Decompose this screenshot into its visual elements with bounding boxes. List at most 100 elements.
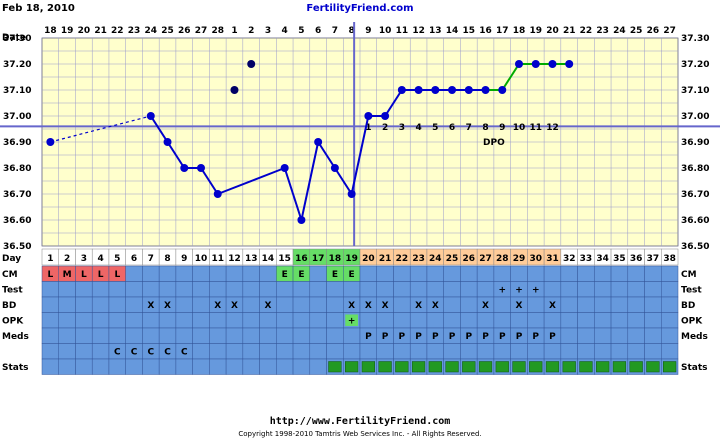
row-cell	[225, 343, 244, 360]
row-cell	[443, 265, 461, 282]
row-cell	[493, 312, 511, 329]
row-cell	[242, 296, 260, 313]
date-label: 15	[463, 26, 476, 36]
row-cell	[276, 327, 294, 344]
row-cell	[326, 312, 344, 329]
footer-url[interactable]: http://www.FertilityFriend.com	[270, 415, 451, 427]
row-cell	[209, 358, 227, 375]
bd-mark: X	[214, 301, 221, 311]
row-cell	[309, 281, 327, 298]
row-cell	[359, 265, 377, 282]
row-cell	[376, 281, 394, 298]
temp-point	[314, 138, 323, 146]
row-cell	[309, 296, 327, 313]
row-cell	[426, 312, 444, 329]
day-number: 2	[64, 254, 70, 264]
dpo-label: 10	[513, 123, 526, 133]
row-cell	[58, 343, 76, 360]
row-cell	[376, 343, 394, 360]
stats-box	[345, 361, 359, 373]
temp-point	[347, 190, 356, 198]
cm-mark: L	[114, 270, 120, 280]
temp-line	[200, 167, 219, 195]
row-cell	[292, 281, 311, 298]
row-cell	[58, 281, 76, 298]
row-cell	[108, 312, 126, 329]
row-cell	[108, 281, 126, 298]
row-cell	[661, 312, 679, 329]
chart-date: Feb 18, 2010	[2, 3, 75, 14]
row-cell	[443, 312, 461, 329]
date-label: 27	[663, 26, 676, 36]
bd-mark: X	[516, 301, 523, 311]
row-cell	[225, 312, 244, 329]
stats-box	[545, 361, 560, 373]
date-label: 12	[412, 26, 425, 36]
stats-box	[495, 361, 509, 373]
row-cell	[276, 312, 294, 329]
row-cell	[661, 265, 679, 282]
row-cell	[259, 327, 277, 344]
dpo-label: 2	[382, 123, 388, 133]
row-cell	[91, 312, 110, 329]
row-cell	[309, 312, 327, 329]
day-number: 17	[312, 254, 325, 264]
row-cell	[426, 265, 444, 282]
extra-mark: C	[131, 348, 138, 358]
row-cell	[560, 265, 578, 282]
row-label-right: Stats	[681, 363, 708, 373]
date-label: 21	[563, 26, 576, 36]
day-number: 1	[47, 254, 53, 264]
row-cell	[393, 343, 411, 360]
bd-mark: X	[164, 301, 171, 311]
row-cell	[527, 265, 545, 282]
row-cell	[142, 281, 160, 298]
date-label: 18	[513, 26, 526, 36]
temp-point	[297, 216, 306, 224]
day-number: 13	[245, 254, 258, 264]
temp-point	[414, 86, 423, 94]
row-cell	[41, 327, 59, 344]
row-cell	[527, 343, 545, 360]
row-cell	[343, 343, 361, 360]
row-cell	[225, 327, 244, 344]
row-label-left: Test	[2, 286, 23, 296]
row-cell	[259, 358, 277, 375]
day-number: 4	[97, 254, 103, 264]
date-label: 19	[529, 26, 542, 36]
row-cell	[125, 327, 143, 344]
date-label: 25	[161, 26, 174, 36]
row-cell	[175, 281, 193, 298]
row-cell	[75, 281, 93, 298]
row-cell	[192, 265, 210, 282]
row-cell	[91, 296, 110, 313]
day-number: 9	[181, 254, 187, 264]
dpo-label: 6	[449, 123, 455, 133]
row-cell	[41, 358, 59, 375]
meds-mark: P	[499, 332, 506, 342]
row-cell	[309, 265, 327, 282]
row-cell	[393, 265, 411, 282]
date-label: 27	[195, 26, 208, 36]
positive-box	[512, 283, 526, 295]
meds-mark: P	[449, 332, 456, 342]
site-title[interactable]: FertilityFriend.com	[306, 3, 413, 14]
day-number: 24	[429, 254, 442, 264]
row-cell	[460, 296, 478, 313]
bd-mark: X	[147, 301, 154, 311]
temp-point	[548, 60, 557, 68]
row-cell	[577, 281, 595, 298]
temp-point	[330, 164, 339, 172]
row-cell	[376, 312, 394, 329]
row-cell	[644, 296, 662, 313]
stats-box	[361, 361, 375, 373]
row-cell	[594, 265, 612, 282]
row-cell	[292, 343, 311, 360]
row-cell	[209, 327, 227, 344]
row-cell	[209, 281, 227, 298]
row-cell	[376, 265, 394, 282]
row-cell	[359, 343, 377, 360]
date-label: 26	[178, 26, 191, 36]
row-label-right: Test	[681, 286, 702, 296]
